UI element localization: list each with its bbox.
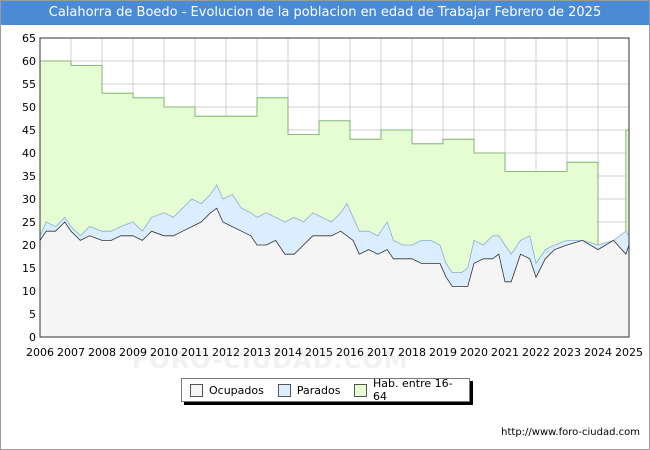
legend-label-habitantes: Hab. entre 16-64	[373, 377, 453, 403]
legend-item-parados: Parados	[277, 383, 341, 397]
title-bar: Calahorra de Boedo - Evolucion de la pob…	[1, 1, 649, 25]
series-line-ocupados	[39, 207, 630, 287]
legend-swatch-habitantes	[354, 383, 368, 397]
x-tick-label: 2016	[336, 346, 364, 359]
source-url: http://www.foro-ciudad.com	[501, 427, 640, 438]
watermark: FORO-CIUDAD.COM	[132, 346, 409, 374]
x-tick-label: 2014	[274, 346, 302, 359]
x-tick-labels: 2006 2007 2008 2009 2010 2011 2012 2013 2014 2015…	[26, 346, 643, 359]
y-tick-label: 20	[22, 239, 36, 252]
y-tick-label: 0	[29, 331, 36, 344]
x-tick-label: 2008	[88, 346, 116, 359]
y-tick-label: 25	[22, 216, 36, 229]
legend: Ocupados Parados Hab. entre 16-64	[181, 377, 470, 403]
y-tick-label: 15	[22, 262, 36, 275]
legend-item-ocupados: Ocupados	[190, 383, 264, 397]
plot-border	[39, 37, 630, 338]
legend-swatch-ocupados	[190, 383, 203, 397]
y-tick-label: 55	[22, 78, 36, 91]
y-tick-label: 40	[22, 147, 36, 160]
y-tick-label: 65	[22, 32, 36, 45]
x-tick-label: 2023	[553, 346, 581, 359]
x-tick-label: 2019	[429, 346, 457, 359]
x-tick-label: 2015	[305, 346, 333, 359]
x-tick-label: 2021	[491, 346, 519, 359]
x-tick-label: 2025	[615, 346, 643, 359]
x-tick-label: 2010	[150, 346, 178, 359]
y-tick-labels: 0 5 10 15 20 25 30 35 40 45 50 55 60 65	[22, 32, 36, 344]
x-tick-label: 2022	[522, 346, 550, 359]
x-tick-label: 2024	[584, 346, 612, 359]
x-tick-label: 2007	[57, 346, 85, 359]
y-tick-label: 30	[22, 193, 36, 206]
x-tick-label: 2018	[398, 346, 426, 359]
x-tick-label: 2006	[26, 346, 54, 359]
y-tick-label: 5	[29, 308, 36, 321]
series-line-parados	[39, 184, 630, 273]
x-tick-label: 2013	[243, 346, 271, 359]
chart-title: Calahorra de Boedo - Evolucion de la pob…	[48, 5, 602, 20]
legend-label-parados: Parados	[296, 383, 341, 397]
y-tick-label: 35	[22, 170, 36, 183]
series-area-ocupados	[40, 208, 629, 337]
x-tick-label: 2009	[119, 346, 147, 359]
legend-item-habitantes: Hab. entre 16-64	[354, 377, 463, 403]
y-tick-label: 60	[22, 55, 36, 68]
x-tick-label: 2017	[367, 346, 395, 359]
y-tick-label: 45	[22, 124, 36, 137]
y-tick-label: 10	[22, 285, 36, 298]
series-line-habitantes	[40, 60, 630, 246]
x-tick-label: 2011	[181, 346, 209, 359]
series-areas	[39, 60, 630, 337]
y-tick-label: 50	[22, 101, 36, 114]
legend-swatch-parados	[277, 383, 291, 397]
x-tick-label: 2020	[460, 346, 488, 359]
legend-label-ocupados: Ocupados	[209, 383, 264, 397]
x-tick-label: 2012	[212, 346, 240, 359]
axes	[39, 37, 630, 338]
